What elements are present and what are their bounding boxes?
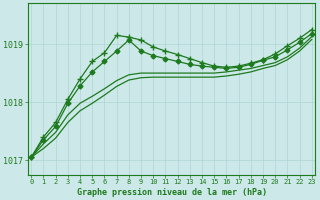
X-axis label: Graphe pression niveau de la mer (hPa): Graphe pression niveau de la mer (hPa) <box>76 188 267 197</box>
